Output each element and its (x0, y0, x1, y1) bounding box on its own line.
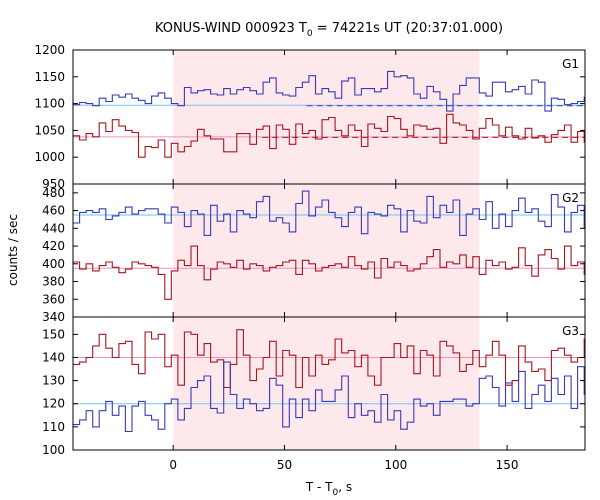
x-axis-label-subscript: 0 (333, 488, 339, 498)
g3-frame (72, 316, 586, 451)
xtick-label: 50 (277, 458, 292, 472)
g1-blue-step-line (73, 70, 585, 112)
g2-blue-step-line (73, 190, 585, 236)
g1-red-series (73, 113, 585, 158)
g1-ytick-label: 1200 (34, 43, 65, 57)
g1-highlight-band (173, 50, 480, 184)
data-layer (73, 70, 585, 433)
g1-ytick-label: 1150 (34, 70, 65, 84)
y-axis-label: counts / sec (6, 214, 20, 286)
g2-ytick-label: 420 (42, 239, 65, 253)
g3-blue-step-line (73, 361, 585, 433)
g2-ytick-label: 440 (42, 221, 65, 235)
title-rest: = 74221s UT (20:37:01.000) (313, 21, 503, 36)
xtick-label: 0 (169, 458, 177, 472)
g2-red-step-line (73, 245, 585, 300)
title-subscript: 0 (307, 29, 313, 39)
g3-ytick-label: 110 (42, 420, 65, 434)
g2-ytick-label: 400 (42, 257, 65, 271)
xtick-label: 100 (384, 458, 407, 472)
g3-red-step-line (73, 329, 585, 389)
g1-blue-series (73, 70, 585, 112)
g3-highlight-band (173, 317, 480, 450)
xtick-label: 150 (496, 458, 519, 472)
x-axis-label: T - T0, s (305, 480, 352, 498)
g2-ytick-label: 340 (42, 310, 65, 324)
g2-ytick-label: 480 (42, 186, 65, 200)
g2-blue-series (73, 190, 585, 236)
g2-highlight-band (173, 184, 480, 317)
axes-layer: 95010001050110011501200G1340360380400420… (34, 43, 586, 472)
g2-ytick-label: 380 (42, 275, 65, 289)
g3-ytick-label: 120 (42, 397, 65, 411)
g2-ytick-label: 360 (42, 292, 65, 306)
g3-panel-label: G3 (562, 324, 579, 338)
chart-title: KONUS-WIND 000923 T0 = 74221s UT (20:37:… (155, 21, 503, 39)
g1-ytick-label: 950 (42, 177, 65, 191)
g3-ytick-label: 140 (42, 350, 65, 364)
g2-ytick-label: 460 (42, 204, 65, 218)
g2-panel-label: G2 (562, 191, 579, 205)
g2-red-series (73, 245, 585, 300)
title-main: KONUS-WIND 000923 T (155, 21, 307, 36)
g3-ytick-label: 150 (42, 327, 65, 341)
g3-blue-series (73, 361, 585, 433)
g1-ytick-label: 1050 (34, 123, 65, 137)
g3-ytick-label: 130 (42, 374, 65, 388)
g1-panel-label: G1 (562, 57, 579, 71)
x-axis-label-main: T - T (305, 480, 333, 494)
x-axis-label-rest: , s (338, 480, 352, 494)
g1-red-step-line (73, 113, 585, 158)
g3-red-series (73, 329, 585, 389)
g1-ytick-label: 1100 (34, 97, 65, 111)
g3-ytick-label: 100 (42, 443, 65, 457)
highlight-layer (173, 50, 480, 450)
g1-ytick-label: 1000 (34, 150, 65, 164)
